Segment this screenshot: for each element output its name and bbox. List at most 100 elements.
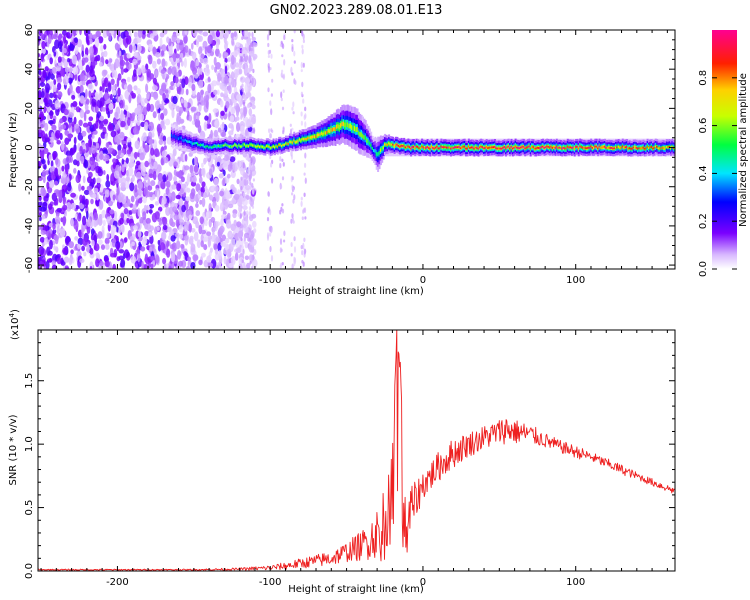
noise-cell xyxy=(150,263,154,269)
noise-cell xyxy=(126,198,131,207)
ridge-cell xyxy=(505,147,507,150)
noise-cell xyxy=(198,46,203,55)
noise-cell xyxy=(154,201,159,206)
ridge-cell xyxy=(384,143,386,146)
ridge-cell xyxy=(648,147,650,149)
noise-cell xyxy=(79,109,85,119)
noise-cell xyxy=(238,68,243,75)
noise-cell xyxy=(81,50,84,58)
noise-cell xyxy=(92,177,96,185)
ridge-cell xyxy=(345,122,348,128)
noise-cell xyxy=(195,59,200,67)
noise-cell xyxy=(143,186,148,196)
ridge-cell xyxy=(565,147,568,150)
figure-title: GN02.2023.289.08.01.E13 xyxy=(270,3,443,18)
ridge-cell xyxy=(395,143,397,146)
noise-cell xyxy=(267,55,270,58)
ridge-cell xyxy=(367,139,370,144)
ridge-cell xyxy=(484,147,487,149)
noise-cell xyxy=(83,189,90,196)
noise-cell xyxy=(176,38,180,44)
noise-cell xyxy=(303,237,306,242)
noise-cell xyxy=(189,164,194,174)
noise-cell xyxy=(248,44,251,52)
noise-cell xyxy=(196,111,200,121)
ridge-cell xyxy=(583,146,586,149)
ridge-cell xyxy=(538,147,540,149)
noise-cell xyxy=(280,91,283,99)
ridge-cell xyxy=(619,146,622,149)
ridge-cell xyxy=(605,146,608,149)
noise-cell xyxy=(155,254,160,264)
x-tick-label: 0 xyxy=(420,275,426,286)
noise-cell xyxy=(118,50,122,57)
noise-cell xyxy=(89,156,95,166)
ridge-cell xyxy=(575,145,578,148)
noise-cell xyxy=(104,92,109,101)
noise-cell xyxy=(64,265,69,269)
noise-cell xyxy=(64,66,70,73)
noise-cell xyxy=(291,213,294,219)
noise-cell xyxy=(79,145,83,155)
ridge-cell xyxy=(191,142,194,146)
noise-cell xyxy=(135,171,142,180)
noise-cell xyxy=(170,252,176,263)
noise-cell xyxy=(137,181,143,190)
noise-cell xyxy=(244,255,250,261)
ridge-cell xyxy=(230,145,232,148)
noise-cell xyxy=(279,209,282,215)
noise-cell xyxy=(40,130,46,140)
ridge-cell xyxy=(524,147,527,150)
noise-cell xyxy=(40,186,46,197)
noise-cell xyxy=(207,235,213,240)
ridge-cell xyxy=(298,138,301,141)
noise-cell xyxy=(81,231,84,239)
ridge-cell xyxy=(539,147,542,150)
ridge-cell xyxy=(623,146,626,149)
noise-cell xyxy=(281,203,284,207)
noise-cell xyxy=(200,186,206,194)
noise-cell xyxy=(229,156,236,163)
ridge-cell xyxy=(492,146,495,149)
noise-cell xyxy=(132,225,138,231)
noise-cell xyxy=(196,38,199,48)
noise-cell xyxy=(109,93,113,101)
ridge-cell xyxy=(316,133,319,137)
noise-cell xyxy=(172,95,178,105)
noise-cell xyxy=(110,78,115,86)
ridge-cell xyxy=(256,145,259,148)
noise-cell xyxy=(242,162,245,169)
noise-cell xyxy=(82,122,89,128)
noise-cell xyxy=(40,90,45,98)
noise-cell xyxy=(162,216,168,226)
noise-cell xyxy=(175,30,180,37)
noise-cell xyxy=(52,228,57,234)
ridge-cell xyxy=(220,145,223,148)
noise-cell xyxy=(84,159,89,169)
noise-cell xyxy=(269,100,272,106)
ridge-cell xyxy=(366,138,369,143)
ridge-cell xyxy=(499,147,502,150)
noise-cell xyxy=(166,248,171,258)
noise-cell xyxy=(227,164,233,172)
noise-cell xyxy=(240,98,244,102)
noise-cell xyxy=(248,199,251,205)
noise-cell xyxy=(141,239,147,247)
noise-cell xyxy=(250,157,253,164)
noise-cell xyxy=(160,69,166,74)
ridge-cell xyxy=(628,147,631,150)
ridge-cell xyxy=(466,147,469,150)
noise-cell xyxy=(95,258,100,268)
ridge-cell xyxy=(587,146,590,149)
noise-cell xyxy=(236,160,242,169)
ridge-cell xyxy=(470,146,473,149)
noise-cell xyxy=(161,50,165,57)
noise-cell xyxy=(224,238,230,244)
noise-cell xyxy=(186,265,190,269)
ridge-cell xyxy=(613,147,616,150)
noise-cell xyxy=(243,30,249,38)
noise-cell xyxy=(197,30,203,34)
ridge-cell xyxy=(205,145,208,148)
noise-cell xyxy=(40,230,47,235)
ridge-cell xyxy=(279,143,282,146)
